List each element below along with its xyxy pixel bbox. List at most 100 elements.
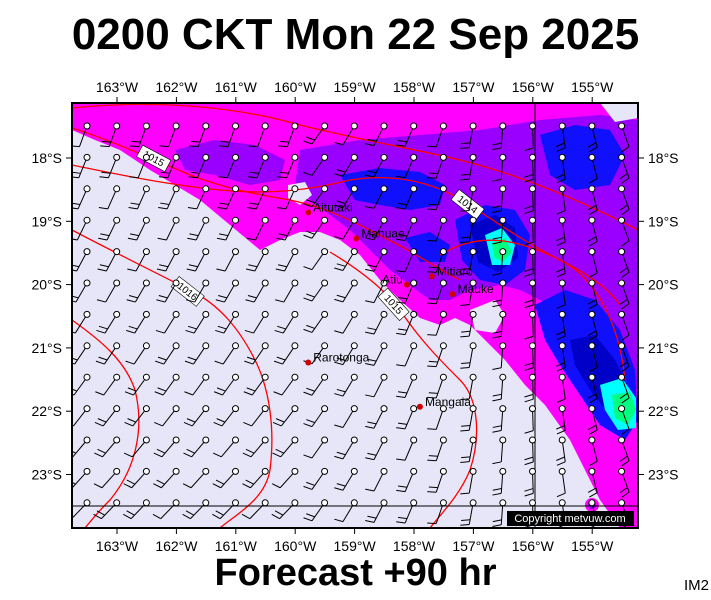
wind-barb xyxy=(556,279,566,309)
wind-barb xyxy=(618,342,630,373)
lon-label: 160°W xyxy=(274,79,317,95)
wind-barb xyxy=(492,342,507,370)
wind-barb xyxy=(213,373,239,396)
wind-barb xyxy=(248,122,269,148)
wind-barb xyxy=(618,248,630,278)
lon-label: 160°W xyxy=(274,538,317,554)
wind-barb xyxy=(187,185,210,210)
wind-barb xyxy=(556,216,566,246)
wind-barb xyxy=(334,373,358,397)
wind-barb xyxy=(334,153,358,177)
wind-barb xyxy=(271,499,299,520)
wind-barb xyxy=(273,373,299,396)
wind-barb xyxy=(492,248,507,276)
wind-barb xyxy=(99,153,121,179)
wind-barb xyxy=(492,216,507,245)
lon-label: 163°W xyxy=(96,79,139,95)
wind-barb xyxy=(460,153,477,181)
wind-barb xyxy=(243,405,269,427)
wind-barb xyxy=(365,185,388,209)
wind-barb xyxy=(618,185,630,216)
wind-barb xyxy=(556,153,566,184)
wind-barb xyxy=(460,310,477,338)
wind-barb xyxy=(427,499,447,525)
lat-label: 21°S xyxy=(648,340,679,356)
wind-barb xyxy=(245,279,269,303)
wind-barb xyxy=(365,216,388,241)
wind-barb xyxy=(124,373,150,396)
wind-barb xyxy=(460,342,477,369)
wind-barb xyxy=(278,122,299,148)
wind-barb xyxy=(460,405,477,432)
lat-label: 20°S xyxy=(31,277,62,293)
wind-barb xyxy=(396,216,418,241)
wind-barb xyxy=(524,467,536,497)
wind-barb xyxy=(492,405,507,433)
lon-label: 157°W xyxy=(452,79,495,95)
wind-barb xyxy=(189,122,210,148)
wind-barb xyxy=(587,467,598,498)
wind-barb xyxy=(524,153,536,183)
wind-barb xyxy=(588,342,598,372)
wind-barb xyxy=(277,153,299,179)
wind-barb xyxy=(275,279,299,303)
wind-barb xyxy=(460,279,477,306)
wind-barb xyxy=(334,185,358,209)
wind-barb xyxy=(396,279,418,304)
wind-barb xyxy=(245,248,269,272)
wind-barb xyxy=(271,467,299,489)
wind-barb xyxy=(182,467,210,489)
wind-barb xyxy=(188,153,210,179)
wind-barb xyxy=(94,436,121,458)
lon-label: 158°W xyxy=(393,79,436,95)
wind-barb xyxy=(396,185,418,210)
wind-barb xyxy=(72,122,91,148)
wind-barb xyxy=(427,248,447,273)
lon-label: 163°W xyxy=(96,538,139,554)
wind-barb xyxy=(247,153,269,179)
map-title: 0200 CKT Mon 22 Sep 2025 xyxy=(71,10,640,59)
wind-barb xyxy=(127,216,150,241)
wind-barb xyxy=(492,467,507,496)
wind-barb xyxy=(212,436,239,458)
wind-barb xyxy=(365,342,388,366)
wind-barb xyxy=(492,279,507,308)
wind-barb xyxy=(460,499,477,526)
wind-barb xyxy=(365,467,388,492)
wind-barb xyxy=(303,153,329,176)
wind-barb xyxy=(365,373,388,398)
wind-barb xyxy=(186,248,210,272)
wind-barb xyxy=(556,467,566,498)
wind-barb xyxy=(212,499,239,520)
forecast-label: Forecast +90 hr xyxy=(214,552,497,594)
place-marker xyxy=(305,359,312,366)
wind-barb xyxy=(213,405,239,427)
wind-barb xyxy=(587,185,598,215)
wind-barb xyxy=(303,185,329,208)
wind-barb xyxy=(125,310,150,334)
wind-barb xyxy=(524,279,536,309)
wind-barb xyxy=(492,153,507,182)
wind-barb xyxy=(334,279,358,303)
wind-barb xyxy=(154,373,180,396)
wind-barb xyxy=(427,122,447,148)
wind-barb xyxy=(427,467,447,493)
wind-barb xyxy=(72,216,91,241)
copyright-box xyxy=(507,511,634,526)
wind-barb xyxy=(524,310,536,340)
wind-barb xyxy=(618,153,630,184)
wind-barb xyxy=(156,279,180,303)
copyright-text: Copyright metvuw.com xyxy=(514,513,625,525)
wind-barb xyxy=(155,342,180,365)
wind-barb xyxy=(556,436,566,466)
wind-barb xyxy=(274,310,299,334)
wind-barb xyxy=(127,248,150,272)
wind-barb xyxy=(334,436,358,460)
wind-barb xyxy=(185,279,210,303)
wind-barb xyxy=(72,467,91,489)
wind-barb xyxy=(427,405,447,430)
wind-barb xyxy=(524,405,536,434)
wind-barb xyxy=(556,342,566,372)
wind-barb xyxy=(276,185,299,210)
